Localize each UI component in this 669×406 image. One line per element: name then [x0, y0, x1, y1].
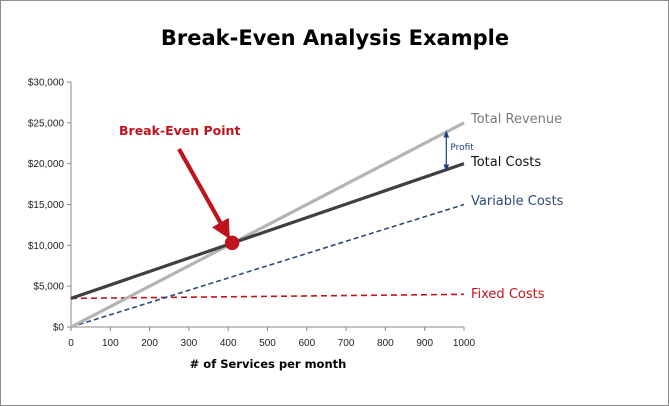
series-layer: Total Revenue Total Costs Variable Costs Fi…	[70, 112, 564, 329]
x-tick-label: 400	[220, 338, 237, 349]
break-even-label: Break-Even Point	[119, 123, 240, 138]
x-tick-label: 1000	[453, 338, 476, 349]
x-tick-label: 0	[68, 338, 74, 349]
break-even-point	[224, 235, 240, 251]
y-tick-label: $10,000	[28, 241, 65, 252]
y-tick-label: $20,000	[28, 159, 65, 170]
x-tick-label: 800	[377, 338, 394, 349]
series-label-total-costs: Total Costs	[470, 155, 541, 170]
series-line-total-revenue	[70, 121, 465, 329]
break-even-arrow	[177, 147, 230, 240]
series-label-total-revenue: Total Revenue	[470, 112, 562, 127]
chart-title: Break-Even Analysis Example	[161, 26, 509, 50]
x-tick-label: 500	[259, 338, 276, 349]
x-axis-title: # of Services per month	[190, 357, 347, 371]
y-tick-label: $15,000	[28, 200, 65, 211]
series-label-variable-costs: Variable Costs	[471, 194, 564, 209]
x-tick-label: 100	[102, 338, 119, 349]
chart-axes: $0 $5,000 $10,000 $15,000 $20,000 $25,000 $30,…	[28, 78, 476, 350]
series-line-total-costs	[70, 162, 465, 300]
series-label-fixed-costs: Fixed Costs	[471, 287, 545, 302]
series-line-fixed-costs	[70, 293, 465, 300]
profit-label: Profit	[450, 143, 474, 153]
series-line-variable-costs	[70, 203, 465, 328]
y-tick-label: $30,000	[28, 78, 65, 89]
x-tick-label: 900	[416, 338, 433, 349]
y-tick-label: $5,000	[33, 282, 64, 293]
y-tick-label: $0	[53, 323, 65, 334]
x-tick-label: 300	[181, 338, 198, 349]
x-tick-label: 700	[338, 338, 355, 349]
x-tick-label: 600	[298, 338, 315, 349]
x-tick-label: 200	[141, 338, 158, 349]
annotations-layer: Break-Even Point Profit	[119, 123, 474, 251]
y-tick-label: $25,000	[28, 118, 65, 129]
